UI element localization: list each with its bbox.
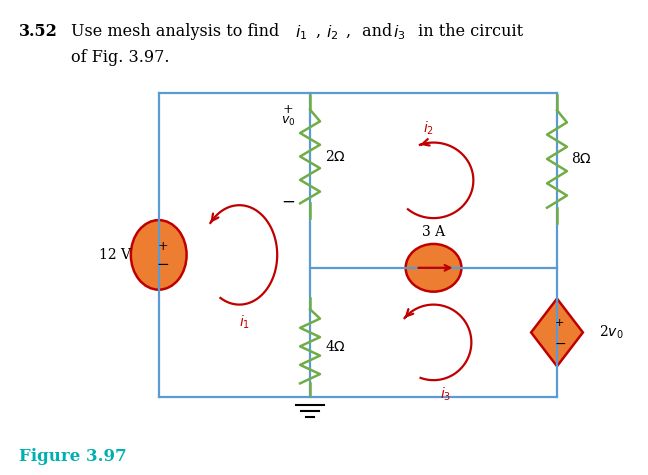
Text: $i_1$: $i_1$ [239,314,250,331]
Text: 2$\Omega$: 2$\Omega$ [325,149,346,164]
Text: 3.52: 3.52 [19,23,58,40]
Text: −: − [156,258,169,272]
Text: Figure 3.97: Figure 3.97 [19,448,127,465]
Text: ,: , [315,23,320,40]
Text: ,: , [346,23,351,40]
Text: $i_2$: $i_2$ [423,120,434,137]
Text: in the circuit: in the circuit [413,23,523,40]
Ellipse shape [406,244,461,292]
Text: $i_3$: $i_3$ [440,385,451,403]
Text: 3 A: 3 A [422,225,445,239]
Text: +: + [555,317,564,327]
Text: +: + [157,240,168,254]
Text: 8$\Omega$: 8$\Omega$ [571,152,592,166]
Ellipse shape [131,220,187,290]
Text: 4$\Omega$: 4$\Omega$ [325,339,346,354]
Text: −: − [554,337,566,352]
Text: 2$v_0$: 2$v_0$ [599,324,623,341]
Text: of Fig. 3.97.: of Fig. 3.97. [71,49,170,66]
Text: −: − [281,193,295,210]
Text: $i_1$: $i_1$ [295,23,308,42]
Text: Use mesh analysis to find: Use mesh analysis to find [71,23,284,40]
Text: and: and [357,23,397,40]
Text: 12 V: 12 V [99,248,131,262]
Text: $i_3$: $i_3$ [393,23,405,42]
Text: $v_0$: $v_0$ [281,115,295,128]
Text: $i_2$: $i_2$ [326,23,338,42]
Text: +: + [283,103,294,116]
Polygon shape [531,299,583,366]
